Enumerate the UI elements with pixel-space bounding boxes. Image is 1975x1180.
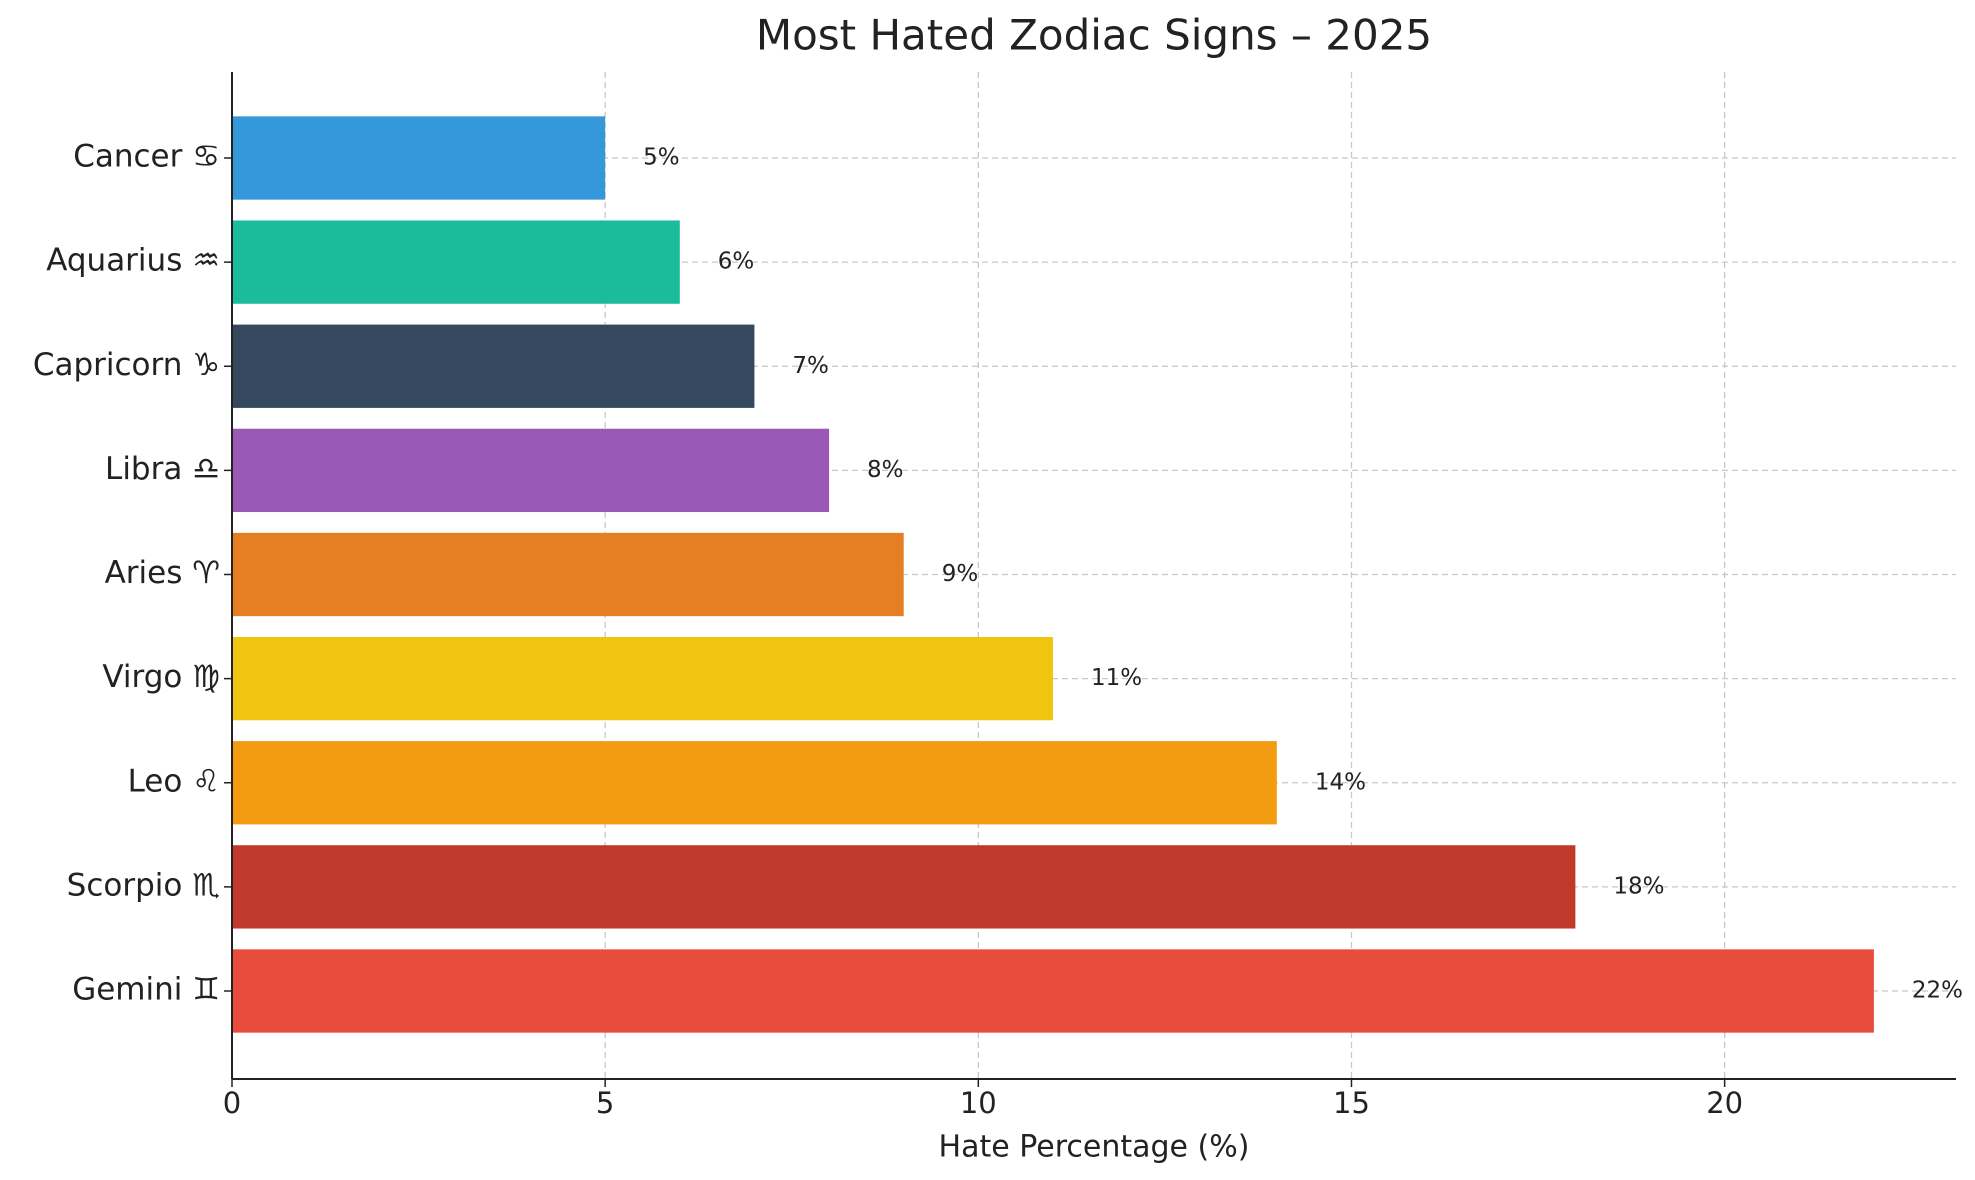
bar [232,949,1874,1033]
y-tick-label: Cancer ♋ [73,139,220,175]
x-axis-label: Hate Percentage (%) [939,1130,1250,1165]
y-tick-label: Gemini ♊ [72,972,220,1008]
bar [232,324,755,408]
bar [232,845,1576,929]
bar [232,428,830,513]
x-tick-label: 0 [223,1086,241,1120]
bar [232,116,606,200]
value-label: 6% [718,249,755,275]
y-tick-label: Aquarius ♒ [46,243,220,279]
y-tick-label: Leo ♌ [128,763,220,799]
chart-title: Most Hated Zodiac Signs – 2025 [756,11,1432,60]
bar [232,220,680,304]
value-label: 9% [942,561,979,587]
y-tick-label: Virgo ♍ [102,659,220,695]
y-tick-label: Capricorn ♑ [33,347,220,383]
x-tick-label: 10 [960,1086,997,1120]
x-tick-label: 5 [596,1086,614,1120]
value-label: 18% [1613,873,1664,899]
value-label: 7% [792,353,829,379]
x-tick-label: 15 [1333,1086,1370,1120]
bar [232,532,904,617]
value-label: 8% [867,457,904,483]
x-tick-label: 20 [1706,1086,1743,1120]
value-label: 11% [1091,665,1142,691]
bar [232,741,1277,825]
value-label: 22% [1912,978,1963,1004]
bar [232,636,1053,721]
y-tick-label: Aries ♈ [105,555,220,591]
value-label: 14% [1315,769,1366,795]
y-tick-label: Libra ♎ [105,451,220,487]
value-label: 5% [643,145,680,171]
y-tick-label: Scorpio ♏ [67,867,220,903]
